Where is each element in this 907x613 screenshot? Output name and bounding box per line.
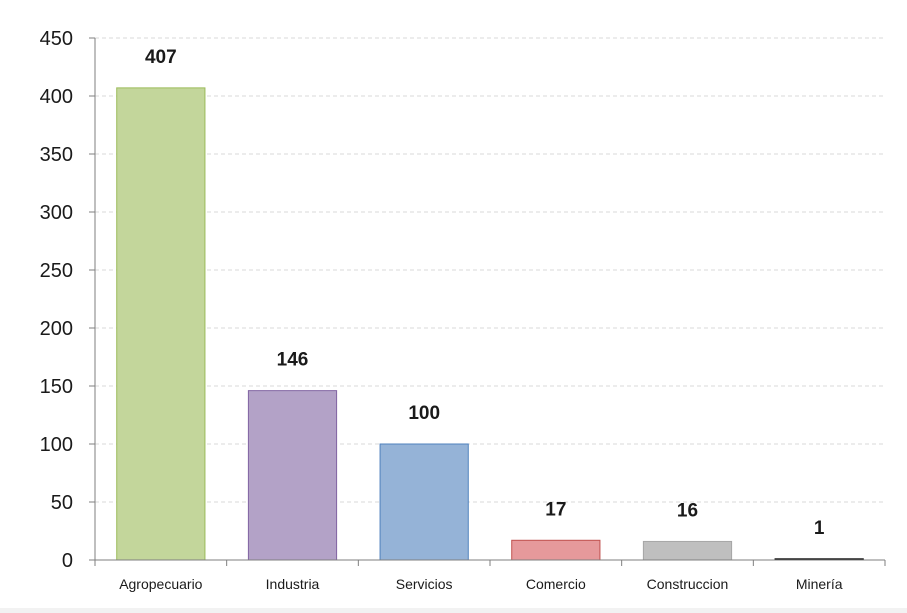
y-tick-label: 100 [40, 434, 73, 456]
y-tick-label: 300 [40, 202, 73, 224]
x-axis-ticks: Agropecuario Industria Servicios Comercio Co… [94, 560, 886, 592]
bar-comercio [511, 539, 601, 561]
y-tick-label: 0 [62, 550, 73, 572]
x-tick-label: Industria [266, 576, 320, 592]
data-label: 17 [545, 499, 566, 520]
y-tick-label: 150 [40, 376, 73, 398]
x-tick-label: Comercio [526, 576, 586, 592]
gridlines [95, 37, 885, 503]
y-tick-label: 400 [40, 86, 73, 108]
bars [116, 87, 864, 561]
bar-agropecuario [116, 87, 206, 561]
bar-industria [247, 390, 338, 561]
data-label: 100 [408, 403, 440, 424]
x-tick-label: Minería [796, 576, 843, 592]
y-tick-label: 200 [40, 318, 73, 340]
bar-construccion [642, 540, 733, 561]
bar-servicios [379, 443, 469, 561]
y-tick-label: 50 [51, 492, 73, 514]
data-labels: 407 146 100 17 16 1 [145, 47, 825, 539]
data-label: 146 [277, 350, 309, 371]
data-label: 1 [814, 518, 825, 539]
y-tick-label: 450 [40, 28, 73, 50]
data-label: 407 [145, 47, 177, 68]
y-tick-label: 250 [40, 260, 73, 282]
x-tick-label: Servicios [396, 576, 453, 592]
x-tick-label: Construccion [647, 576, 729, 592]
y-axis-ticks: 0 50 100 150 200 250 300 350 400 450 [40, 28, 95, 572]
x-tick-label: Agropecuario [119, 576, 202, 592]
y-tick-label: 350 [40, 144, 73, 166]
data-label: 16 [677, 500, 698, 521]
axes [94, 38, 885, 561]
